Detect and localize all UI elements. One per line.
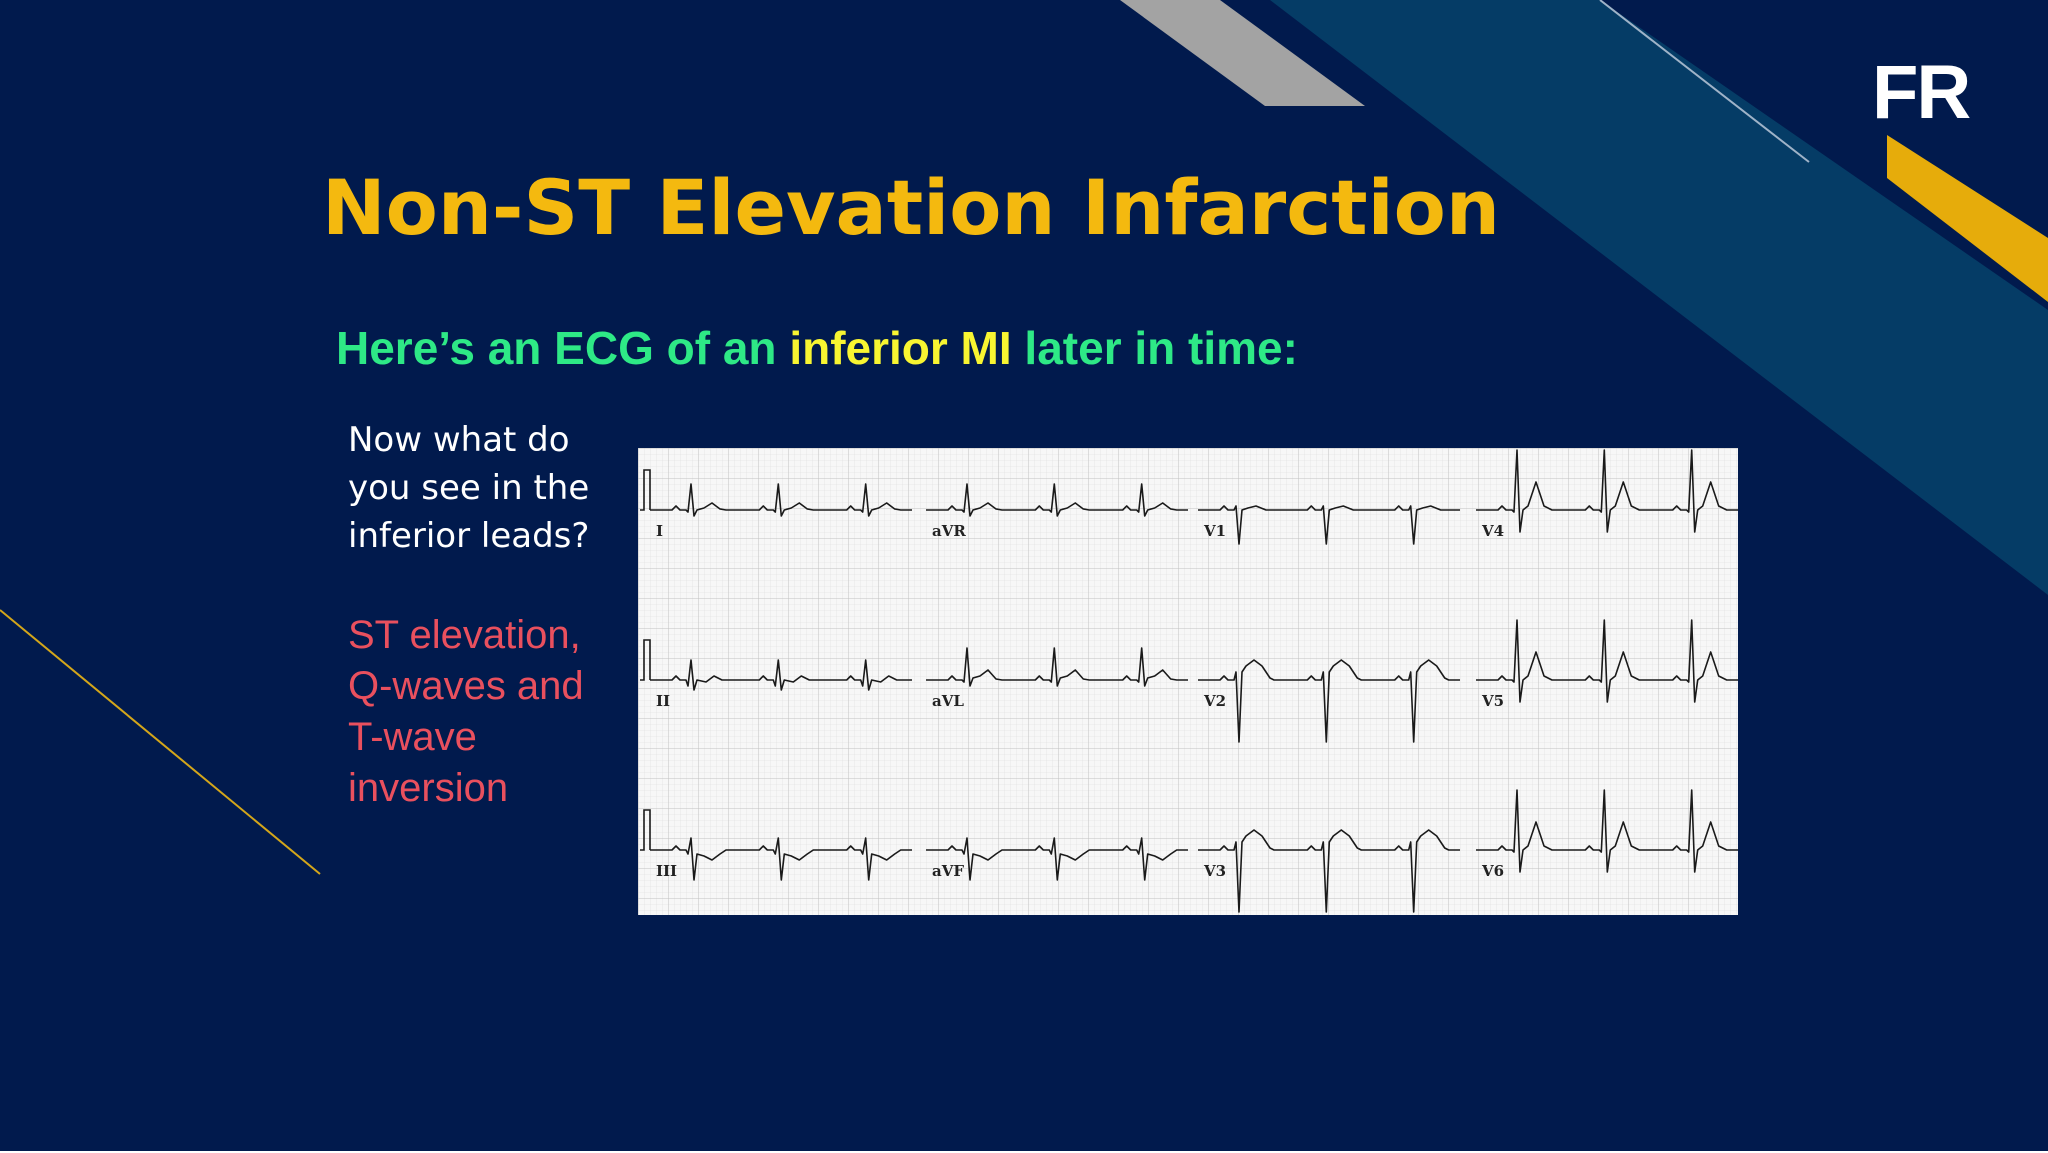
question-text: Now what do you see in the inferior lead… [348, 420, 590, 556]
ecg-lead-label-v6: V6 [1481, 862, 1504, 880]
ecg-lead-label-avr: aVR [932, 522, 966, 540]
ecg-calibration-pulse [640, 639, 651, 681]
slide-subtitle: Here’s an ECG of an inferior MI later in… [336, 320, 1298, 376]
ecg-lead-label-v4: V4 [1481, 522, 1504, 540]
ecg-trace-v4 [1476, 449, 1738, 533]
grey-stripe [1120, 0, 1365, 106]
ecg-grid [638, 448, 1738, 915]
ecg-trace-avf [926, 837, 1188, 881]
ecg-trace-v1 [1198, 505, 1460, 545]
ecg-trace-iii [650, 837, 912, 881]
ecg-trace-ii [650, 659, 912, 691]
thin-line-top-right [1599, 0, 1810, 163]
brand-logo: FR [1872, 50, 1971, 135]
ecg-trace-v5 [1476, 619, 1738, 703]
ecg-calibration-pulse [640, 469, 651, 511]
ecg-lead-label-v2: V2 [1203, 692, 1226, 710]
subtitle-text-end: later in time: [1011, 322, 1298, 374]
slide-title: Non-ST Elevation Infarction [322, 163, 1500, 252]
answer-text: ST elevation, Q-waves and T-wave inversi… [348, 613, 584, 810]
ecg-trace-v2 [1198, 659, 1460, 743]
ecg-lead-label-v1: V1 [1203, 522, 1226, 540]
ecg-trace-v3 [1198, 829, 1460, 913]
thin-line-left [0, 609, 321, 875]
ecg-lead-label-ii: II [656, 692, 670, 710]
ecg-lead-label-avl: aVL [932, 692, 964, 710]
ecg-calibration-pulse [640, 809, 651, 851]
subtitle-highlight: inferior MI [789, 322, 1012, 374]
ecg-lead-label-v5: V5 [1481, 692, 1504, 710]
teal-stripe [1270, 0, 2048, 595]
gold-stripe [1887, 135, 2048, 302]
ecg-lead-label-v3: V3 [1203, 862, 1226, 880]
ecg-traces [640, 449, 1738, 913]
subtitle-text-start: Here’s an ECG of an [336, 322, 790, 374]
ecg-trace-avr [926, 483, 1188, 517]
ecg-lead-label-i: I [656, 522, 663, 540]
ecg-lead-label-avf: aVF [932, 862, 964, 880]
ecg-trace-avl [926, 647, 1188, 687]
ecg-lead-label-iii: III [656, 862, 677, 880]
ecg-trace-v6 [1476, 789, 1738, 873]
ecg-trace-i [650, 483, 912, 517]
